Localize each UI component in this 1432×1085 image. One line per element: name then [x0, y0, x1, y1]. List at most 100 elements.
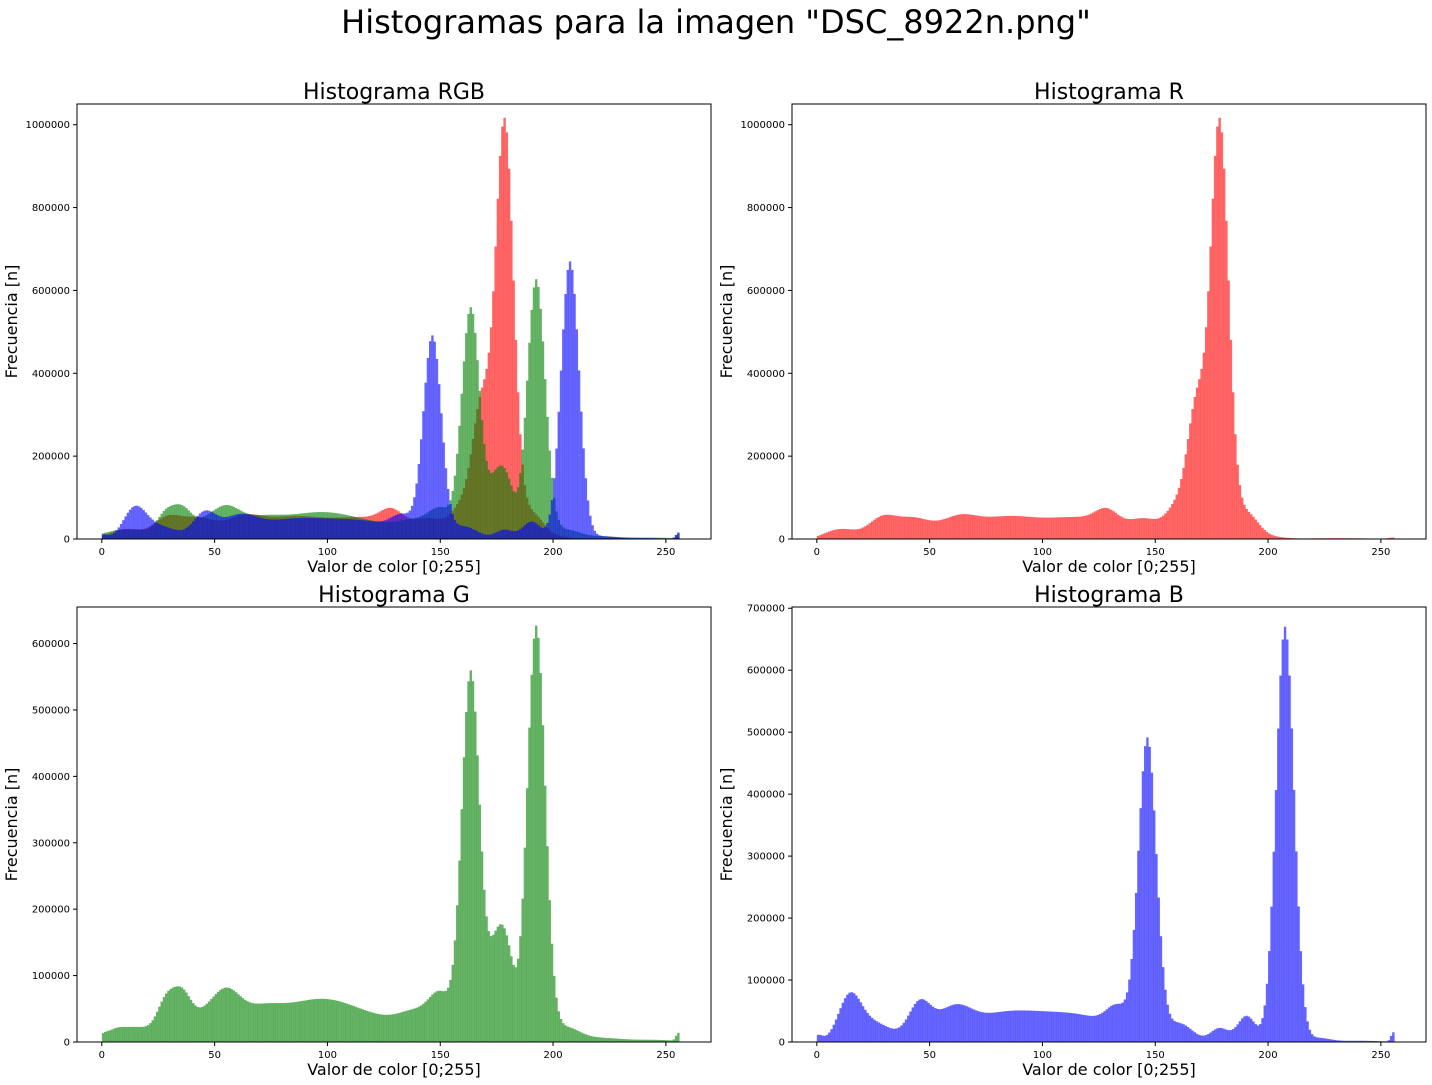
- histogram-bar: [404, 513, 407, 539]
- histogram-bar: [311, 517, 315, 539]
- histogram-bar: [146, 1025, 150, 1042]
- histogram-bar: [1198, 379, 1201, 539]
- histogram-bar: [1245, 1015, 1248, 1042]
- histogram-bar: [496, 926, 500, 1042]
- histogram-bar: [192, 1003, 195, 1042]
- histogram-bar: [1207, 1033, 1210, 1042]
- histogram-bar: [480, 851, 484, 1042]
- subplot-title: Histograma RGB: [303, 80, 485, 105]
- histogram-bar: [442, 991, 445, 1042]
- histogram-bar: [1051, 1011, 1054, 1042]
- histogram-bar: [600, 535, 603, 539]
- histogram-bar: [1031, 517, 1034, 539]
- histogram-bar: [255, 516, 258, 539]
- histogram-bar: [855, 529, 858, 539]
- histogram-bar: [456, 905, 459, 1042]
- histogram-bar: [661, 1040, 664, 1042]
- histogram-bar: [575, 329, 579, 539]
- histogram-bar: [106, 1031, 109, 1042]
- histogram-bar: [974, 515, 978, 539]
- histogram-bar: [1105, 1009, 1109, 1042]
- figure-suptitle: Histogramas para la imagen "DSC_8922n.pn…: [341, 3, 1091, 41]
- histogram-bar: [183, 989, 186, 1042]
- histogram-bar: [489, 327, 493, 539]
- histogram-bar: [846, 529, 849, 539]
- histogram-bar: [1094, 1015, 1097, 1042]
- histogram-bar: [1085, 515, 1088, 539]
- histogram-bar: [995, 516, 998, 539]
- histogram-bar: [528, 342, 531, 539]
- histogram-bar: [877, 1022, 881, 1042]
- x-tick-label: 100: [1033, 547, 1052, 558]
- histogram-bar: [234, 514, 238, 539]
- histogram-bar: [1148, 746, 1151, 1042]
- histogram-bar: [893, 1028, 896, 1042]
- histogram-bar: [406, 512, 409, 539]
- histogram-bar: [929, 520, 933, 539]
- histogram-bar: [516, 392, 520, 539]
- histogram-bar: [410, 505, 414, 539]
- histogram-bar: [1240, 1018, 1244, 1042]
- histogram-bar: [383, 1014, 387, 1042]
- histogram-bar: [963, 514, 966, 539]
- histogram-bar: [160, 1001, 163, 1042]
- histogram-bar: [185, 527, 188, 539]
- histogram-bar: [647, 1039, 651, 1042]
- histogram-bar: [1035, 1010, 1039, 1042]
- histogram-bar: [961, 514, 964, 539]
- histogram-bar: [1157, 897, 1160, 1042]
- histogram-bar: [311, 999, 315, 1042]
- histogram-bar: [541, 341, 545, 539]
- histogram-bar: [153, 1016, 157, 1042]
- histogram-bar: [140, 507, 143, 539]
- histogram-bar: [304, 517, 308, 539]
- histogram-bar: [176, 530, 179, 539]
- histogram-bar: [512, 280, 515, 539]
- histogram-bar: [460, 525, 463, 539]
- histogram-bar: [149, 517, 152, 539]
- histogram-bar: [936, 520, 939, 539]
- histogram-bar: [176, 986, 179, 1042]
- histogram-bar: [478, 390, 482, 539]
- histogram-bar: [566, 1026, 570, 1042]
- histogram-bar: [1028, 516, 1032, 539]
- histogram-bar: [938, 520, 942, 539]
- histogram-bar: [911, 1007, 914, 1042]
- histogram-bar: [176, 504, 179, 539]
- histogram-bar: [1019, 1010, 1023, 1042]
- histogram-bar: [280, 519, 283, 539]
- histogram-bar: [632, 1039, 635, 1042]
- histogram-bar: [388, 1014, 391, 1042]
- histogram-bar: [1367, 1040, 1370, 1042]
- histogram-bar: [388, 518, 391, 539]
- histogram-bar: [169, 505, 172, 539]
- histogram-bar: [949, 516, 953, 539]
- histogram-bar: [879, 1023, 883, 1042]
- histogram-bar: [1254, 1024, 1257, 1042]
- histogram-bar: [1037, 1010, 1041, 1042]
- histogram-bar: [507, 945, 511, 1042]
- histogram-bar: [1110, 509, 1113, 539]
- histogram-bar: [1024, 516, 1027, 539]
- histogram-bar: [149, 1023, 152, 1042]
- histogram-bar: [997, 1012, 1000, 1042]
- histogram-bar: [458, 425, 461, 539]
- subplot-title: Histograma G: [318, 583, 470, 608]
- histogram-bar: [449, 504, 452, 539]
- histogram-bar: [1004, 1011, 1007, 1042]
- histogram-bar: [1128, 519, 1131, 539]
- histogram-bar: [1037, 517, 1041, 539]
- histogram-bar: [142, 1026, 145, 1042]
- histogram-bar: [537, 525, 540, 539]
- histogram-bar: [298, 1001, 301, 1042]
- histogram-bar: [462, 757, 466, 1042]
- histogram-bar: [902, 516, 905, 539]
- histogram-bar: [559, 370, 563, 539]
- histogram-bar: [487, 469, 491, 539]
- histogram-bar: [537, 637, 540, 1042]
- histogram-bar: [1146, 518, 1149, 539]
- histogram-bar: [352, 519, 355, 539]
- histogram-bar: [271, 1003, 274, 1042]
- histogram-bar: [460, 393, 463, 539]
- histogram-bar: [909, 516, 912, 539]
